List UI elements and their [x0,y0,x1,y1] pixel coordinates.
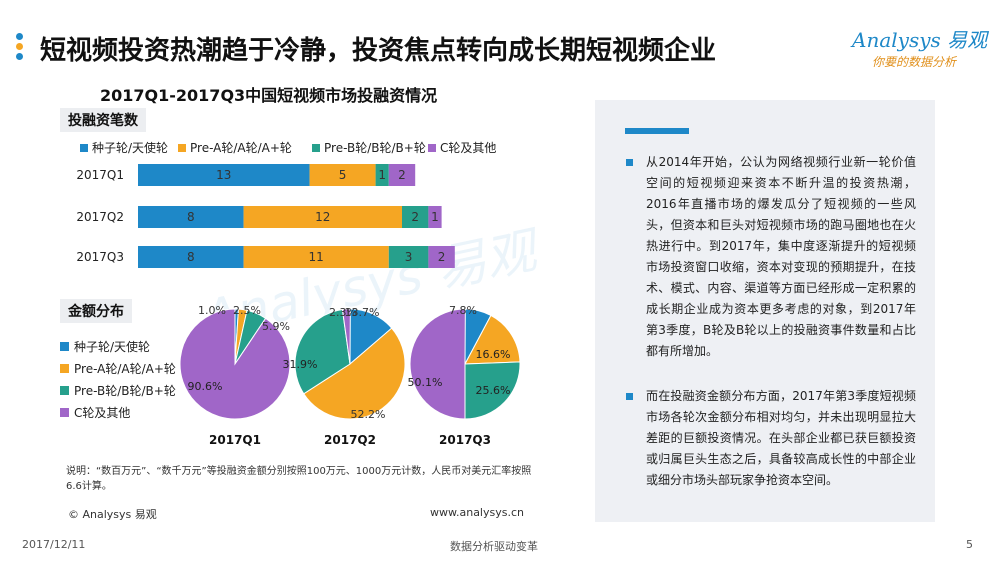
legend-swatch-pre-b [60,385,69,395]
bar-legend-swatch [178,144,186,152]
bar-legend-label: 种子轮/天使轮 [92,140,168,155]
bar-segment [388,164,416,186]
bar-segment [243,206,402,228]
pie-slice [294,308,351,395]
amounts-section-label: 金额分布 [60,299,132,323]
bar-legend-label: Pre-A轮/A轮/A+轮 [190,141,292,155]
logo-brand: Analysys 易观 [852,28,988,52]
bar-value-label: 12 [315,210,330,224]
bar-value-label: 1 [431,210,439,224]
analysis-paragraph-2: 而在投融资金额分布方面，2017年第3季度短视频市场各轮次金额分布相对均匀，并未… [626,386,916,491]
bar-legend-swatch [80,144,88,152]
bar-value-label: 5 [339,168,347,182]
pie-value-label: 50.1% [408,376,443,389]
bar-segment [138,164,310,186]
bar-category-label: 2017Q3 [76,250,124,264]
bar-segment [243,246,389,268]
pie-slice [341,308,351,365]
pie-slice [179,308,291,420]
slide-title: 短视频投资热潮趋于冷静，投资焦点转向成长期短视频企业 [40,36,717,66]
bar-value-label: 11 [309,250,324,264]
chart-note: 说明：“数百万元”、“数千万元”等投融资金额分别按照100万元、1000万元计数… [66,466,532,492]
square-bullet-icon [626,393,633,400]
bar-value-label: 2 [438,250,446,264]
counts-section-label: 投融资笔数 [60,108,146,132]
pie-value-label: 5.9% [262,320,290,333]
pie-legend-item: Pre-A轮/A轮/A+轮 [60,357,210,379]
pie-category-label: 2017Q1 [209,433,261,447]
title-decoration [16,33,24,63]
pie-legend-item: Pre-B轮/B轮/B+轮 [60,379,210,401]
footer-date: 2017/12/11 [22,538,86,551]
bar-value-label: 2 [398,168,406,182]
bar-legend: 种子轮/天使轮 Pre-A轮/A轮/A+轮 Pre-B轮/B轮/B+轮 C轮及其他 [80,140,496,155]
footer-slogan: 数据分析驱动变革 [450,540,538,553]
chart-title: 2017Q1-2017Q3中国短视频市场投融资情况 [100,86,438,105]
page-number: 5 [966,538,973,551]
pie-value-label: 90.6% [188,380,223,393]
stacked-bar-chart: 种子轮/天使轮 Pre-A轮/A轮/A+轮 Pre-B轮/B轮/B+轮 C轮及其他 2… [76,140,496,268]
analysys-logo: Analysys 易观 你要的数据分析 [852,24,990,70]
pie-charts: 1.0% 2.5%5.9% 90.6% 2017Q1 13.7% 52.2% 31.9% 2.… [179,304,521,447]
pie-value-label: 7.8% [449,304,477,317]
pie-value-label: 2.5% [233,304,261,317]
paragraph-text: 而在投融资金额分布方面，2017年第3季度短视频市场各轮次金额分布相对均匀，并未… [646,389,916,487]
pie-slice [464,314,521,365]
bar-segment [138,246,244,268]
bar-legend-label: C轮及其他 [440,141,496,155]
pie-slice [409,308,466,420]
bar-category-label: 2017Q2 [76,210,124,224]
pie-slice [303,327,406,420]
bar-segment [428,206,442,228]
bar-value-label: 13 [216,168,231,182]
pie-category-label: 2017Q3 [439,433,491,447]
logo-slogan: 你要的数据分析 [872,55,957,69]
bar-value-label: 8 [187,250,195,264]
pie-value-label: 2.3% [329,306,357,319]
bar-legend-swatch [428,144,436,152]
bar-segment [138,206,244,228]
bar-segment [428,246,455,268]
square-bullet-icon [626,159,633,166]
legend-swatch-pre-a [60,363,69,373]
pie-value-label: 1.0% [198,304,226,317]
analysis-paragraph-1: 从2014年开始，公认为网络视频行业新一轮价值空间的短视频迎来资本不断升温的投资… [626,152,916,362]
bar-segment [309,164,376,186]
pie-value-label: 13.7% [345,306,380,319]
bar-value-label: 8 [187,210,195,224]
bar-legend-swatch [312,144,320,152]
website-link[interactable]: www.analysys.cn [430,506,524,519]
bar-category-label: 2017Q1 [76,168,124,182]
bar-segment [402,206,429,228]
pie-category-label: 2017Q2 [324,433,376,447]
pie-value-label: 25.6% [476,384,511,397]
analysis-panel [595,100,935,522]
pie-legend-item: 种子轮/天使轮 [60,335,210,357]
bar-segment [388,246,429,268]
pie-value-label: 16.6% [476,348,511,361]
pie-legend-item: C轮及其他 [60,401,210,423]
legend-label-pre-a: Pre-A轮/A轮/A+轮 [74,361,176,376]
panel-accent-bar [625,128,689,134]
bar-series: 13 5 1 28 12 2 18 11 3 2 [138,164,455,268]
legend-swatch-c [60,407,69,417]
bar-segment [375,164,389,186]
pie-value-label: 31.9% [283,358,318,371]
pie-value-label: 52.2% [351,408,386,421]
legend-label-seed: 种子轮/天使轮 [74,339,151,354]
paragraph-text: 从2014年开始，公认为网络视频行业新一轮价值空间的短视频迎来资本不断升温的投资… [646,155,916,358]
bar-value-label: 1 [378,168,386,182]
legend-swatch-seed [60,341,69,351]
bar-value-label: 3 [405,250,413,264]
pie-legend: 种子轮/天使轮 Pre-A轮/A轮/A+轮 Pre-B轮/B轮/B+轮 C轮及其… [60,335,210,423]
legend-label-pre-b: Pre-B轮/B轮/B+轮 [74,383,176,398]
bar-categories: 2017Q1 2017Q2 2017Q3 [76,168,124,264]
pie-group: 1.0% 2.5%5.9% 90.6% 2017Q1 13.7% 52.2% 31.9% 2.… [179,304,521,447]
pie-slice [464,361,521,420]
legend-label-c: C轮及其他 [74,405,131,420]
copyright: © Analysys 易观 [68,508,157,521]
bar-value-label: 2 [411,210,419,224]
bar-legend-label: Pre-B轮/B轮/B+轮 [324,141,426,155]
